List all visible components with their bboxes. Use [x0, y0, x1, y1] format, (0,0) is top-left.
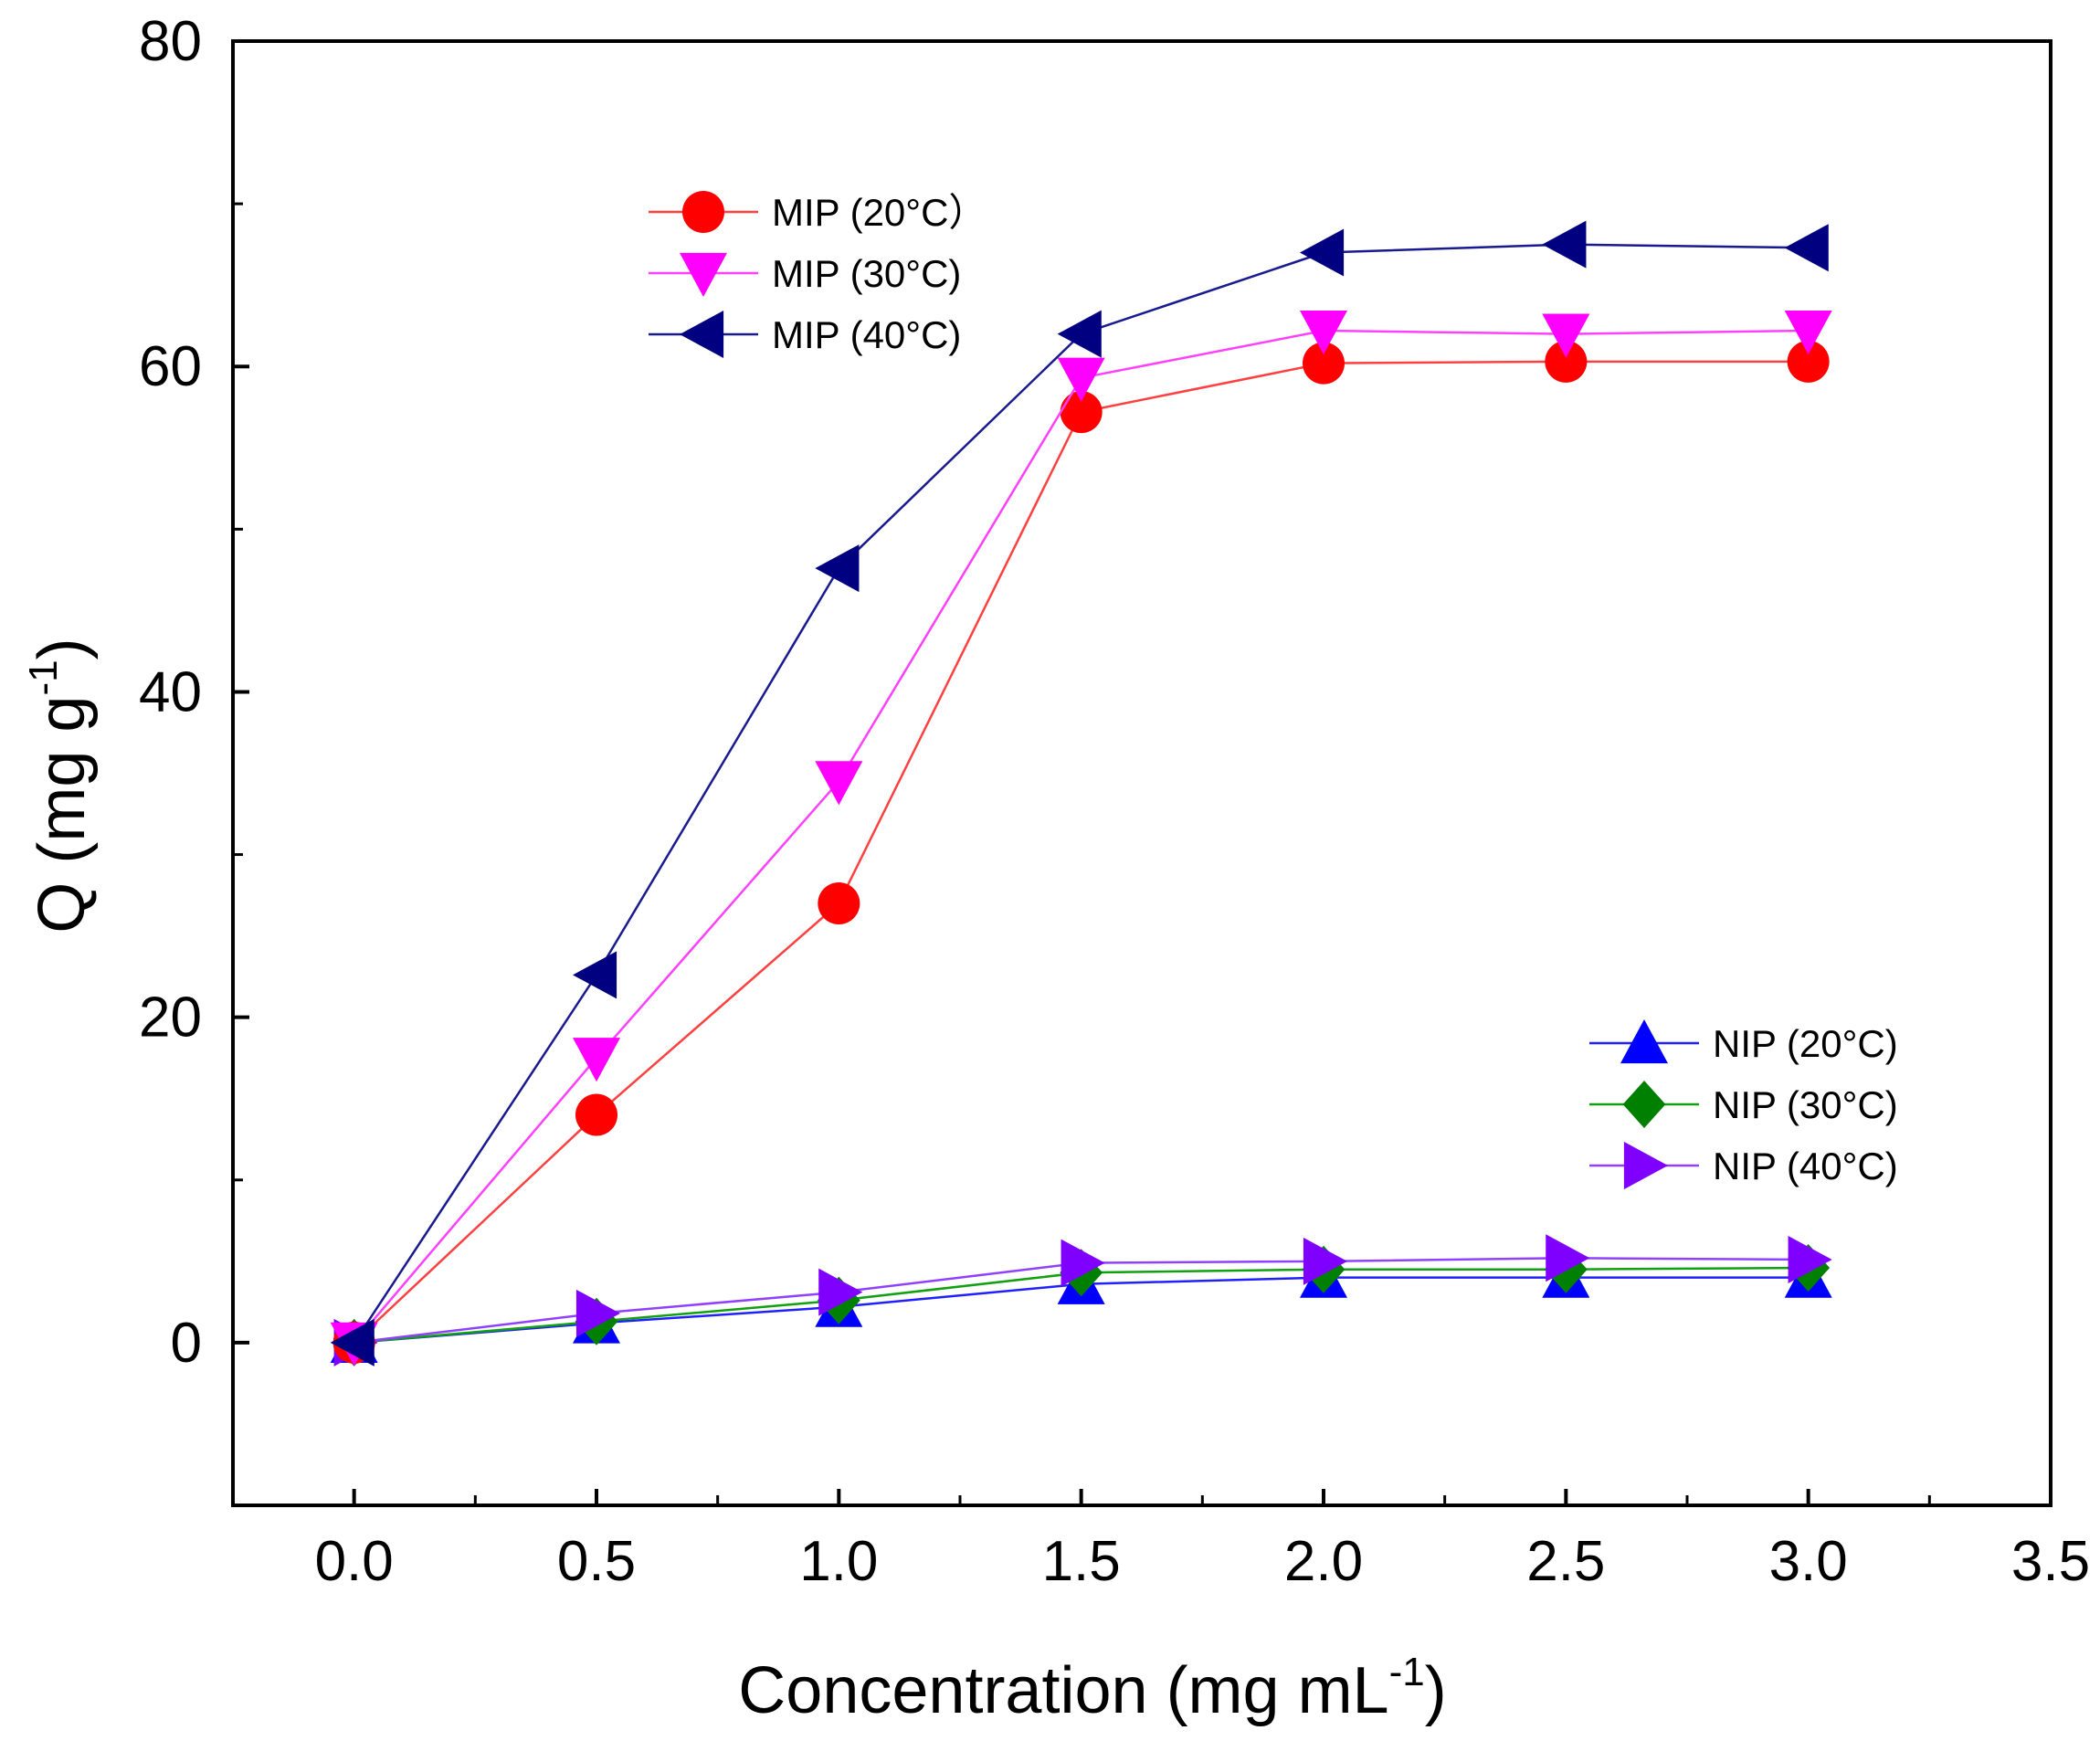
data-point	[1788, 1236, 1832, 1284]
legend-label: MIP (30°C)	[772, 252, 961, 295]
legend-marker	[680, 311, 724, 358]
y-tick-label: 60	[139, 335, 202, 398]
data-point	[1784, 310, 1832, 355]
x-axis-title-sup: -1	[1389, 1650, 1425, 1694]
data-point	[815, 544, 860, 593]
data-point	[1545, 340, 1588, 383]
legend-label: MIP (40°C)	[772, 313, 961, 356]
data-point	[1300, 310, 1347, 355]
y-tick-label: 40	[139, 660, 202, 723]
x-tick-label: 1.0	[799, 1530, 878, 1593]
series-mip-40-c	[330, 220, 1829, 1366]
y-axis-title: Q (mg g-1)	[21, 638, 99, 933]
x-tick-label: 2.0	[1284, 1530, 1363, 1593]
legend-nip: NIP (20°C) NIP (30°C) NIP (40°C)	[1589, 1019, 1898, 1189]
x-tick-label: 0.5	[557, 1530, 636, 1593]
legend-marker	[1622, 1081, 1666, 1128]
data-point	[1060, 391, 1103, 434]
data-point	[330, 1318, 375, 1366]
series-mip-20-c	[332, 340, 1830, 1364]
y-tick-label: 80	[139, 10, 202, 73]
series-line	[353, 360, 1809, 1344]
plot-area: 0.0 0.5 1.0 1.5 2.0 2.5 3.0 3.5 0 20 40 60 80	[139, 10, 2090, 1593]
data-point	[575, 1093, 617, 1136]
y-tick-label: 20	[139, 987, 202, 1050]
data-layer	[330, 220, 1832, 1366]
series-mip-30-c	[330, 310, 1832, 1366]
data-point	[815, 761, 863, 806]
series-nip-40-c	[333, 1234, 1832, 1366]
x-axis-title-text: Concentration (mg mL	[738, 1654, 1388, 1727]
legend-label: NIP (20°C)	[1713, 1022, 1898, 1065]
series-line	[353, 329, 1809, 1344]
data-point	[1300, 228, 1345, 277]
data-point	[1303, 1237, 1347, 1285]
data-point	[1784, 224, 1829, 272]
x-tick-label: 1.5	[1042, 1530, 1121, 1593]
legend-marker	[682, 191, 724, 233]
data-point	[1546, 1234, 1590, 1282]
data-point	[1542, 313, 1590, 358]
legend-marker	[1623, 1142, 1668, 1189]
legend-marker	[680, 252, 727, 297]
data-point	[1303, 342, 1345, 385]
legend-label: NIP (40°C)	[1713, 1145, 1898, 1187]
x-tick-label: 2.5	[1526, 1530, 1605, 1593]
y-axis-title-end: )	[26, 638, 99, 659]
y-axis-title-text: Q (mg g	[26, 696, 99, 934]
data-point	[573, 1038, 620, 1082]
x-tick-label: 3.0	[1769, 1530, 1848, 1593]
legend-label: NIP (30°C)	[1713, 1083, 1898, 1126]
data-point	[1061, 1239, 1105, 1287]
data-point	[1057, 310, 1102, 358]
x-axis-title-end: )	[1425, 1654, 1447, 1727]
data-point	[818, 1268, 863, 1316]
data-point	[575, 1289, 620, 1337]
x-axis-title: Concentration (mg mL-1)	[738, 1650, 1446, 1727]
data-point	[1542, 220, 1587, 269]
data-point	[818, 881, 860, 924]
plot-frame	[231, 39, 2053, 1507]
legend-marker	[1620, 1019, 1668, 1064]
legend-label: MIP (20°C）	[772, 191, 987, 234]
data-point	[1057, 357, 1105, 402]
y-tick-label: 0	[171, 1312, 202, 1375]
y-axis-title-sup: -1	[21, 659, 66, 695]
legend-mip: MIP (20°C） MIP (30°C) MIP (40°C)	[649, 191, 987, 358]
x-tick-label: 0.0	[315, 1530, 394, 1593]
data-point	[573, 951, 617, 999]
x-tick-label: 3.5	[2011, 1530, 2090, 1593]
data-point	[1787, 340, 1830, 383]
